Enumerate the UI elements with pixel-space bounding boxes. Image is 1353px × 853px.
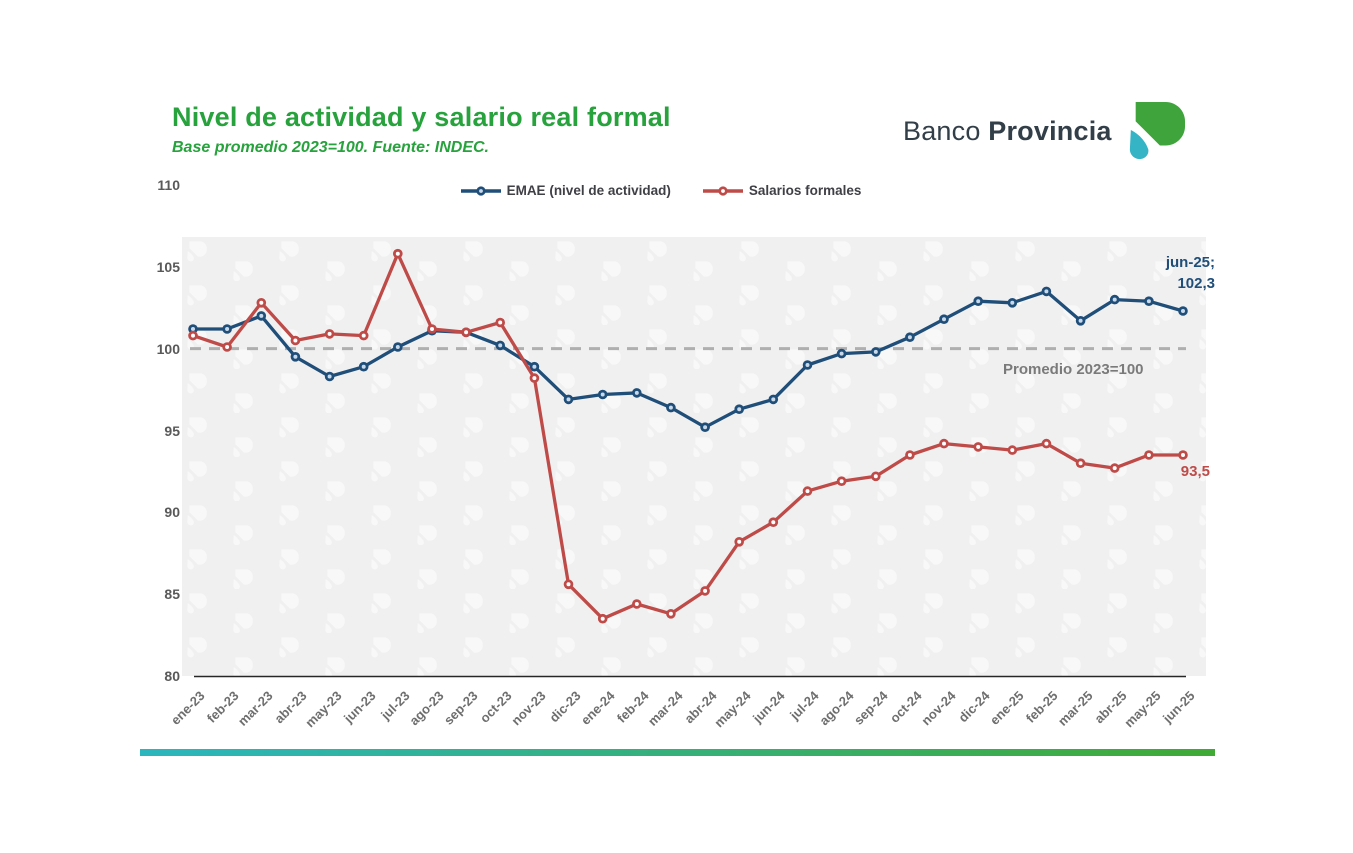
y-tick-label: 85 [164, 586, 180, 603]
y-tick-label: 110 [157, 177, 180, 193]
y-tick-label: 80 [164, 668, 180, 684]
y-tick-label: 90 [164, 504, 180, 521]
title-block: Nivel de actividad y salario real formal… [172, 102, 671, 157]
salarios-line-marker-icon [702, 185, 743, 196]
reference-line-label: Promedio 2023=100 [1003, 361, 1144, 378]
bottom-accent-bar [140, 749, 1215, 756]
chart-legend: EMAE (nivel de actividad) Salarios forma… [380, 183, 940, 198]
brand-name-bold: Provincia [988, 115, 1112, 146]
legend-item-salarios: Salarios formales [701, 183, 862, 198]
last-point-label-salarios: 93,5 [1180, 463, 1210, 480]
legend-item-emae: EMAE (nivel de actividad) [459, 183, 671, 198]
y-tick-label: 95 [164, 422, 180, 439]
y-tick-label: 105 [156, 258, 180, 275]
banco-provincia-p-icon [1129, 101, 1185, 160]
chart-subtitle: Base promedio 2023=100. Fuente: INDEC. [172, 139, 489, 156]
legend-label-salarios: Salarios formales [748, 183, 862, 198]
chart-title: Nivel de actividad y salario real formal [172, 102, 671, 132]
y-tick-label: 100 [156, 340, 180, 357]
last-point-month: jun-25; [1165, 254, 1215, 271]
brand-name-regular: Banco [903, 115, 981, 146]
watermark-pattern [182, 237, 1206, 676]
last-point-label-emae: jun-25; 102,3 [1166, 252, 1215, 294]
emae-line-marker-icon [460, 185, 501, 196]
legend-label-emae: EMAE (nivel de actividad) [506, 183, 671, 198]
last-point-value: 102,3 [1177, 275, 1215, 292]
brand-name: Banco Provincia [903, 116, 1112, 147]
plot-area [182, 237, 1206, 676]
brand-logo: Banco Provincia [903, 100, 1186, 162]
